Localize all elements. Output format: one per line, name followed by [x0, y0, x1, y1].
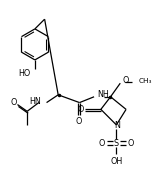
Text: OH: OH [110, 157, 122, 166]
Text: O: O [75, 117, 82, 125]
Text: NH: NH [97, 90, 109, 99]
Text: O: O [122, 76, 129, 85]
Text: O: O [77, 105, 84, 114]
Text: N: N [114, 121, 120, 130]
Text: CH₃: CH₃ [139, 78, 152, 84]
Text: O: O [10, 98, 17, 107]
Text: HN: HN [29, 97, 41, 106]
Text: HO: HO [18, 69, 30, 78]
Text: S: S [114, 139, 119, 148]
Text: O: O [128, 139, 134, 148]
Text: O: O [99, 139, 105, 148]
